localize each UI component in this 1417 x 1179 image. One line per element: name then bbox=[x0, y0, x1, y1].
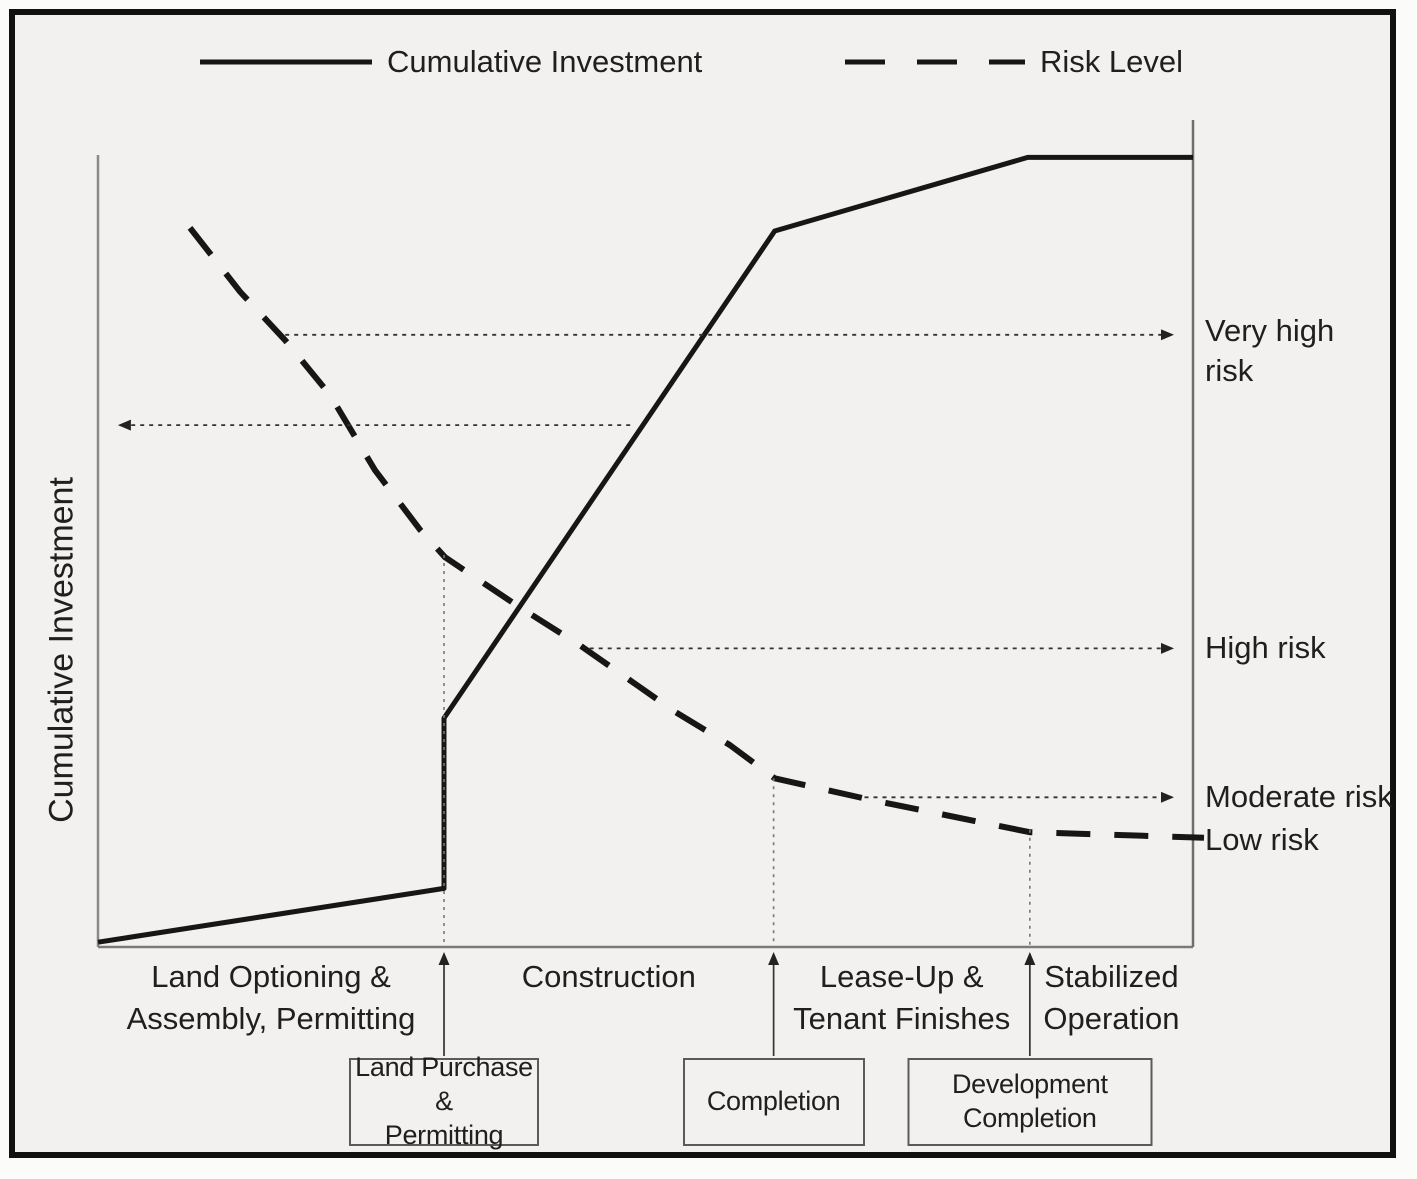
phase-label-stabilized-operation: Stabilized Operation bbox=[1043, 959, 1180, 1036]
phase-label-land-optioning: Land Optioning & Assembly, Permitting bbox=[126, 959, 416, 1036]
milestone-label: Land Purchase & Permitting bbox=[355, 1052, 533, 1150]
risk-scale-label-high: High risk bbox=[1205, 630, 1326, 666]
legend-label-cumulative-investment: Cumulative Investment bbox=[387, 44, 703, 79]
phase-label-construction: Construction bbox=[521, 959, 696, 994]
milestone-label: Development Completion bbox=[951, 1069, 1108, 1133]
risk-scale-label-very-high: Very high risk bbox=[1205, 312, 1335, 389]
risk-line bbox=[187, 226, 1205, 841]
figure-frame bbox=[9, 9, 1396, 1158]
legend-label-risk-level: Risk Level bbox=[1040, 44, 1183, 79]
risk-scale-label-low: Low risk bbox=[1205, 821, 1319, 857]
risk-scale-label-moderate: Moderate risk bbox=[1205, 779, 1393, 815]
milestone-box-completion: Completion bbox=[682, 1058, 865, 1146]
phase-label-lease-up: Lease-Up & Tenant Finishes bbox=[793, 959, 1011, 1036]
milestone-box-land-purchase: Land Purchase & Permitting bbox=[349, 1052, 540, 1150]
milestone-box-development-completion: Development Completion bbox=[907, 1058, 1153, 1146]
milestone-label: Completion bbox=[706, 1086, 841, 1117]
generated-chart-layer bbox=[97, 154, 1205, 1056]
investment-line bbox=[97, 154, 1193, 945]
y-axis-title: Cumulative Investment bbox=[42, 477, 81, 823]
